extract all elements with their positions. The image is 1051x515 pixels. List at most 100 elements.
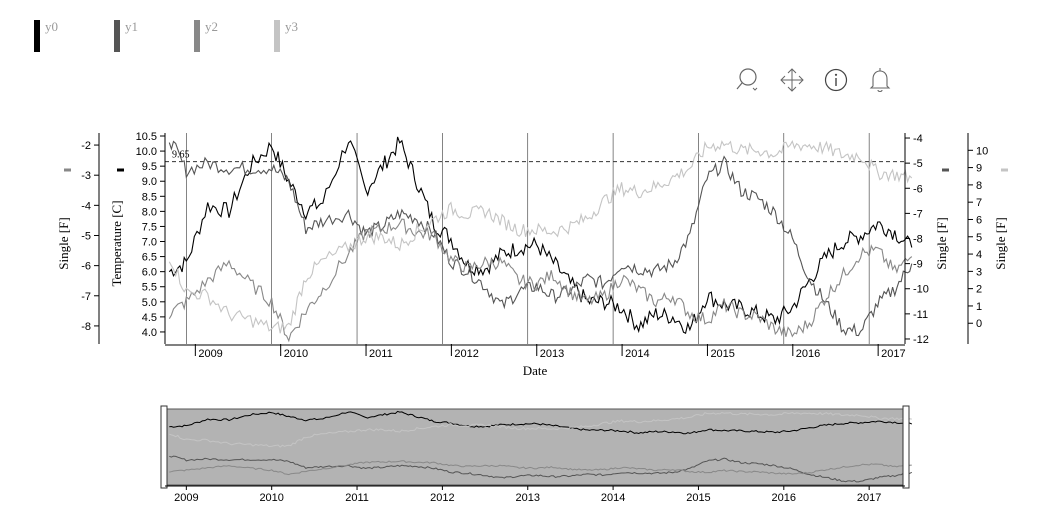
navigator-tick-label: 2011 — [345, 492, 369, 504]
main-plot: 2009 2010 2011 2012 2013 2014 2015 2016 2017 Date… — [165, 133, 913, 378]
navigator-tick-label: 2009 — [174, 492, 198, 504]
info-icon[interactable] — [822, 66, 850, 94]
y-tick-label: 5 — [976, 232, 982, 244]
y-tick-label: -10 — [913, 284, 929, 296]
y-tick-label: -6 — [913, 183, 923, 195]
y-tick-label: -7 — [81, 291, 91, 303]
y-tick-label: 4.0 — [142, 327, 157, 339]
y-axis-label: Single [F] — [993, 217, 1008, 269]
y-tick-label: -5 — [81, 230, 91, 242]
series-line-y0 — [168, 136, 913, 334]
y-tick-label: 9.5 — [142, 161, 157, 173]
y-tick-label: 8.0 — [142, 206, 157, 218]
y-tick-label: 3 — [976, 266, 982, 278]
y-tick-label: -8 — [81, 321, 91, 333]
y-tick-label: -5 — [913, 158, 923, 170]
y-tick-label: 1 — [976, 301, 982, 313]
navigator-tick-label: 2010 — [259, 492, 283, 504]
y-tick-label: 7.5 — [142, 221, 157, 233]
y-tick-label: 7.0 — [142, 237, 157, 249]
x-tick-label: 2010 — [284, 348, 308, 360]
navigator: 2009 2010 2011 2012 2013 2014 2015 2016 2017 — [160, 405, 913, 504]
y-tick-label: -9 — [913, 259, 923, 271]
y-tick-label: 0 — [976, 318, 982, 330]
axis-y3: 0 1 2 3 4 5 6 7 8 9 10 Single [F] — [967, 133, 1008, 344]
y-axis-label: Temperature [C] — [109, 200, 124, 286]
y-tick-label: -11 — [913, 309, 928, 321]
x-tick-labels: 2009 2010 2011 2012 2013 2014 2015 2016 2017 — [198, 348, 905, 360]
y-tick-label: 10.0 — [136, 146, 157, 158]
x-tick-label: 2013 — [540, 348, 564, 360]
legend-swatch — [34, 20, 40, 52]
y-tick-label: -4 — [81, 200, 91, 212]
y-tick-label: -6 — [81, 261, 91, 273]
legend-label: y0 — [45, 19, 58, 34]
navigator-tick-label: 2014 — [601, 492, 625, 504]
y-tick-label: 5.5 — [142, 282, 157, 294]
axis-swatch — [64, 168, 71, 172]
legend-swatch — [114, 20, 120, 52]
y-tick-label: 6.5 — [142, 252, 157, 264]
navigator-tick-label: 2012 — [430, 492, 454, 504]
y-tick-label: 7 — [976, 197, 982, 209]
y-tick-label: -7 — [913, 208, 923, 220]
navigator-tick-labels: 2009 2010 2011 2012 2013 2014 2015 2016 2017 — [174, 486, 881, 504]
y-axis-label: Single [F] — [56, 217, 71, 269]
navigator-line-y2 — [169, 460, 912, 476]
legend-label: y2 — [205, 19, 218, 34]
series-line-y3 — [168, 139, 913, 334]
x-tick-label: 2015 — [710, 348, 734, 360]
series-group — [168, 136, 913, 343]
axis-y1: -12 -11 -10 -9 -8 -7 -6 -5 -4 Single [F] — [904, 133, 949, 346]
navigator-line-y1 — [169, 455, 913, 483]
navigator-handle-left — [160, 405, 168, 489]
y-tick-label: 8 — [976, 180, 982, 192]
x-tick-label: 2014 — [625, 348, 649, 360]
y-axis-label: Single [F] — [934, 217, 949, 269]
legend-label: y3 — [285, 19, 298, 34]
navigator-selection — [164, 408, 906, 486]
y-tick-label: 6 — [976, 214, 982, 226]
y-tick-label: 10.5 — [136, 131, 157, 143]
navigator-tick-label: 2013 — [516, 492, 540, 504]
y-tick-label: 5.0 — [142, 297, 157, 309]
series-line-y2 — [168, 218, 913, 343]
axis-swatch — [117, 168, 124, 172]
navigator-tick-label: 2016 — [772, 492, 796, 504]
navigator-line-y3 — [169, 411, 912, 448]
y-tick-label: 9 — [976, 163, 982, 175]
y-tick-label: 10 — [976, 145, 988, 157]
navigator-handle-right — [902, 405, 910, 489]
x-tick-label: 2009 — [198, 348, 222, 360]
x-tick-label: 2016 — [796, 348, 820, 360]
y-tick-label: 4 — [976, 249, 982, 261]
y-tick-label: 8.5 — [142, 191, 157, 203]
pan-icon[interactable] — [778, 66, 806, 94]
x-axis-label: Date — [523, 363, 548, 378]
axis-y0: 4.0 4.5 5.0 5.5 6.0 6.5 7.0 7.5 8.0 8.5 9.0 9.5 10.0… — [109, 131, 166, 344]
y-tick-label: -12 — [913, 334, 929, 346]
legend-swatch — [274, 20, 280, 52]
x-tick-label: 2017 — [881, 348, 905, 360]
x-tick-label: 2012 — [454, 348, 478, 360]
series-line-y1 — [168, 140, 913, 337]
navigator-tick-label: 2017 — [857, 492, 881, 504]
y-tick-label: 2 — [976, 284, 982, 296]
x-tick-label: 2011 — [369, 348, 393, 360]
y-tick-label: -8 — [913, 234, 923, 246]
navigator-tick-label: 2015 — [686, 492, 710, 504]
axis-swatch — [942, 168, 949, 172]
y-tick-label: -4 — [913, 133, 923, 145]
reference-line-label: 9.65 — [172, 150, 190, 161]
zoom-icon[interactable] — [735, 66, 763, 94]
legend-swatch — [194, 20, 200, 52]
y-tick-label: -2 — [81, 140, 91, 152]
axis-swatch — [1001, 168, 1008, 172]
y-tick-label: 6.0 — [142, 267, 157, 279]
bell-icon[interactable] — [866, 66, 894, 94]
y-tick-label: -3 — [81, 170, 91, 182]
navigator-line-y0 — [169, 410, 912, 435]
y-tick-label: 9.0 — [142, 176, 157, 188]
